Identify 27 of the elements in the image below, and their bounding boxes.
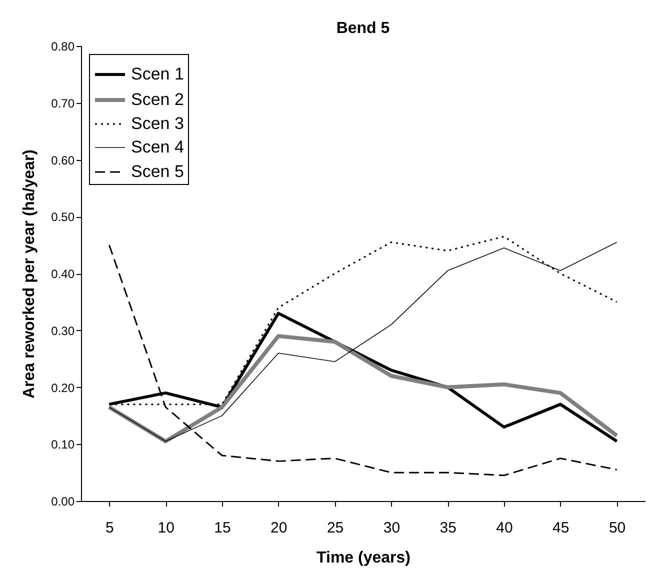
y-axis-title: Area reworked per year (ha/year)	[21, 149, 38, 399]
x-tick-label: 25	[326, 520, 344, 536]
y-tick-label: 0.70	[51, 96, 75, 110]
legend-label: Scen 3	[131, 114, 184, 133]
x-tick-label: 45	[552, 520, 570, 536]
y-tick-label: 0.20	[51, 380, 75, 395]
x-tick-label: 5	[106, 520, 114, 536]
y-tick-label: 0.00	[51, 494, 75, 508]
y-tick-label: 0.50	[51, 210, 75, 224]
legend-label: Scen 1	[131, 64, 184, 84]
x-tick-label: 40	[496, 520, 513, 536]
x-tick-label: 10	[158, 520, 174, 536]
legend-label: Scen 4	[131, 138, 184, 156]
legend-label: Scen 5	[131, 162, 184, 181]
x-tick-label: 35	[440, 520, 456, 536]
y-tick-label: 0.60	[51, 153, 75, 168]
y-tick-label: 0.10	[51, 438, 75, 452]
x-tick-label: 15	[214, 520, 231, 536]
legend-label: Scen 2	[131, 90, 184, 109]
y-tick-label: 0.30	[51, 324, 75, 338]
y-tick-label: 0.80	[51, 40, 75, 54]
chart-title: Bend 5	[336, 20, 390, 37]
x-axis-title: Time (years)	[316, 550, 410, 566]
x-tick-label: 30	[383, 520, 400, 536]
x-tick-label: 20	[270, 520, 288, 536]
x-tick-label: 50	[608, 520, 626, 536]
y-tick-label: 0.40	[51, 267, 75, 281]
